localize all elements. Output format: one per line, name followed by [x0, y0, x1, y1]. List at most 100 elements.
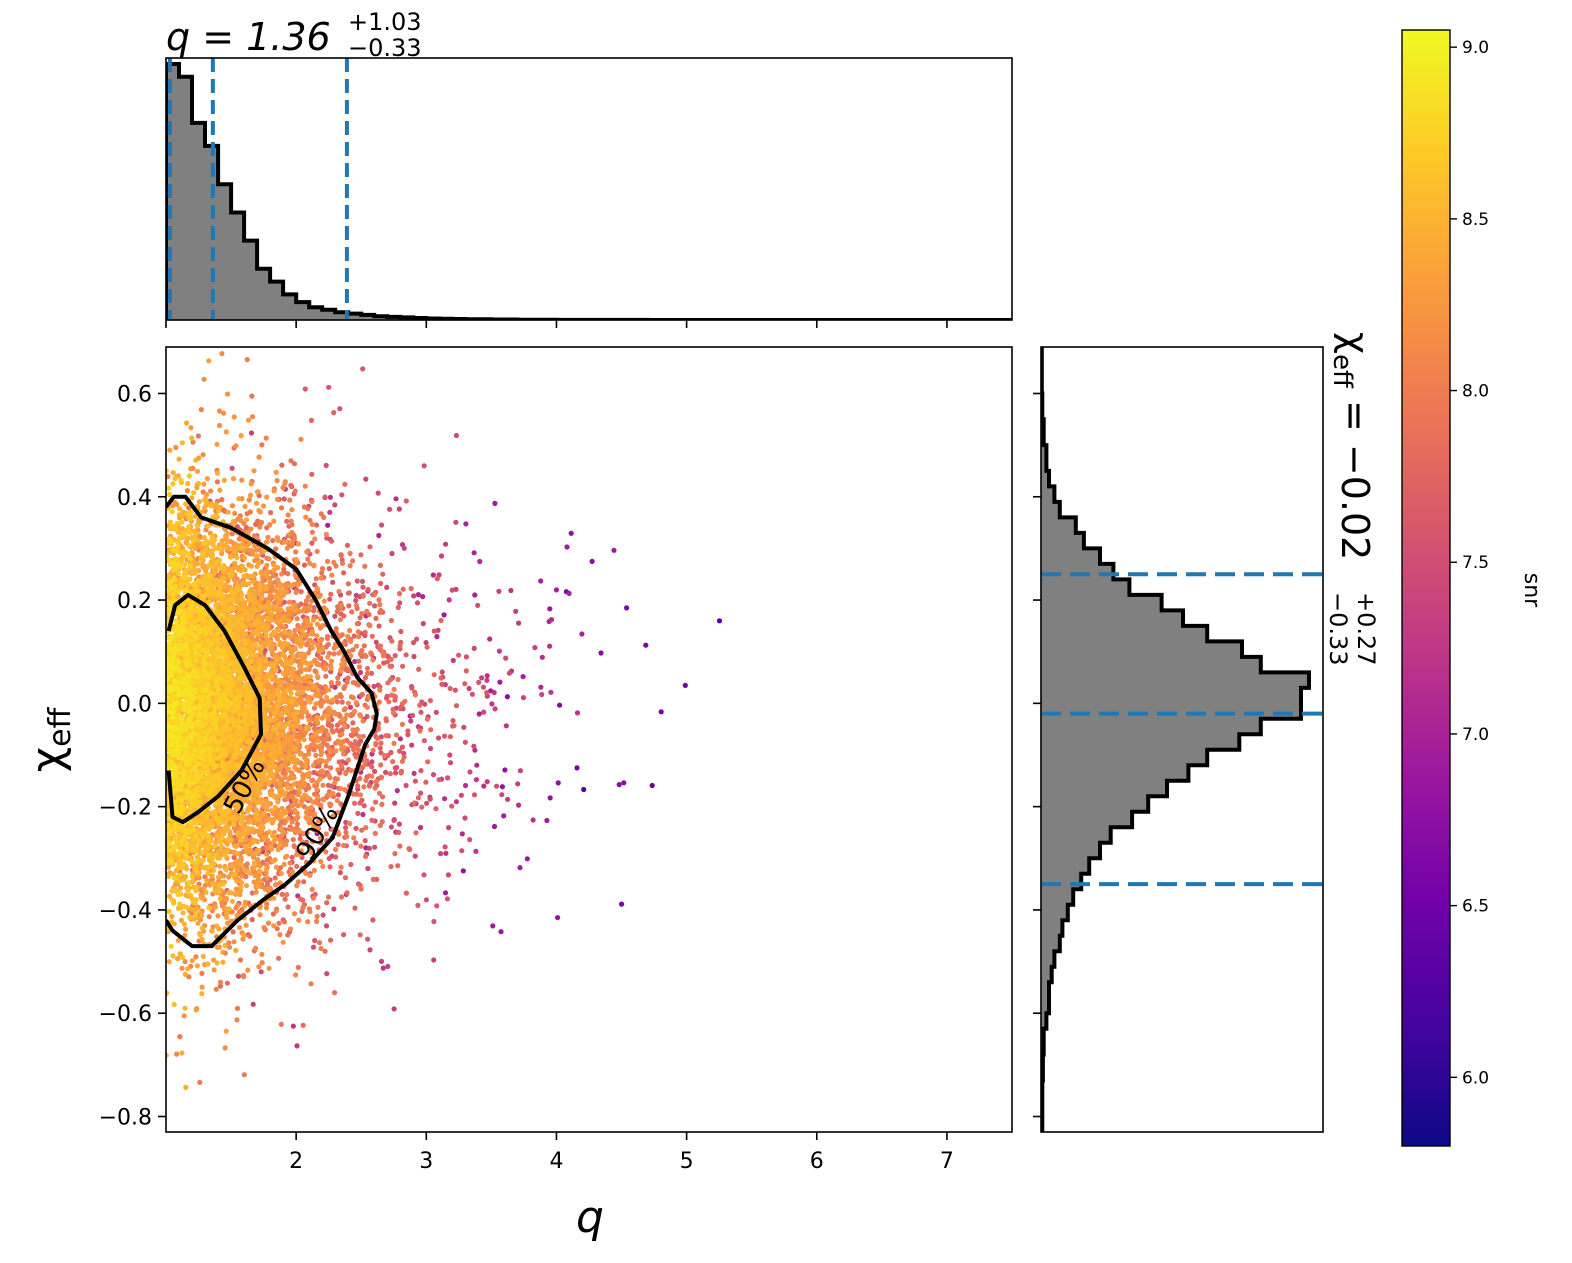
scatter-point: [323, 923, 330, 929]
scatter-point: [334, 776, 340, 782]
scatter-point: [355, 629, 361, 635]
scatter-point: [299, 698, 305, 704]
scatter-point: [314, 621, 320, 627]
scatter-point: [282, 739, 288, 745]
scatter-point: [264, 494, 270, 500]
scatter-point: [353, 791, 360, 797]
scatter-point: [181, 1013, 187, 1019]
scatter-point: [441, 612, 447, 618]
scatter-point: [280, 770, 286, 776]
scatter-point: [284, 892, 290, 898]
scatter-point: [193, 954, 199, 960]
scatter-point: [247, 933, 253, 939]
scatter-point: [424, 716, 430, 722]
scatter-point: [341, 707, 347, 713]
scatter-point: [352, 800, 358, 806]
scatter-point: [453, 519, 459, 525]
scatter-point: [271, 518, 277, 524]
scatter-point: [338, 552, 344, 559]
scatter-point: [234, 1017, 240, 1023]
scatter-point: [253, 535, 260, 541]
scatter-point: [385, 963, 391, 970]
scatter-point: [216, 422, 223, 429]
scatter-point: [308, 981, 314, 987]
scatter-point: [384, 659, 391, 665]
scatter-point: [295, 964, 301, 971]
scatter-point: [405, 728, 411, 734]
scatter-point: [166, 864, 172, 870]
scatter-point: [411, 770, 417, 777]
scatter-point: [204, 476, 210, 482]
scatter-point: [616, 782, 622, 788]
scatter-point: [352, 708, 358, 714]
scatter-point: [314, 522, 320, 528]
scatter-point: [333, 846, 339, 853]
scatter-point: [403, 890, 409, 896]
scatter-point: [391, 817, 397, 823]
scatter-point: [621, 780, 627, 786]
scatter-point: [302, 792, 308, 798]
scatter-point: [330, 579, 336, 585]
scatter-point: [431, 918, 437, 925]
scatter-point: [288, 482, 294, 488]
scatter-point: [342, 683, 348, 690]
scatter-point: [400, 586, 406, 592]
scatter-point: [347, 563, 353, 569]
scatter-point: [343, 770, 349, 777]
scatter-point: [325, 894, 332, 900]
scatter-point: [469, 691, 475, 697]
scatter-point: [369, 759, 375, 765]
scatter-point: [309, 886, 315, 893]
scatter-point: [312, 692, 318, 698]
scatter-point: [378, 740, 384, 746]
scatter-point: [428, 727, 434, 733]
scatter-point: [307, 909, 313, 915]
scatter-point: [309, 734, 315, 740]
scatter-point: [293, 701, 300, 708]
scatter-point: [492, 706, 498, 712]
scatter-point: [289, 539, 295, 546]
scatter-point: [401, 545, 407, 551]
scatter-point: [275, 537, 281, 544]
scatter-point: [324, 971, 330, 977]
scatter-point: [544, 817, 550, 824]
scatter-point: [539, 691, 545, 698]
scatter-point: [387, 663, 393, 670]
scatter-point: [399, 721, 405, 727]
scatter-point: [291, 775, 297, 781]
scatter-point: [293, 816, 299, 822]
scatter-point: [243, 543, 249, 550]
scatter-point: [278, 607, 284, 613]
scatter-point: [348, 861, 354, 868]
scatter-point: [294, 821, 300, 827]
scatter-point: [442, 796, 448, 802]
scatter-point: [298, 652, 304, 658]
scatter-point: [314, 717, 320, 723]
scatter-point: [251, 468, 257, 474]
scatter-point: [347, 627, 353, 634]
scatter-point: [308, 805, 314, 811]
scatter-point: [216, 944, 222, 950]
top-histogram-frame: [165, 57, 1013, 321]
scatter-point: [166, 959, 172, 965]
scatter-point: [285, 815, 291, 822]
scatter-point: [269, 611, 275, 617]
scatter-point: [311, 562, 317, 569]
scatter-point: [294, 616, 300, 622]
scatter-point: [348, 767, 354, 774]
scatter-point: [323, 694, 330, 701]
scatter-point: [298, 896, 304, 902]
scatter-point: [320, 797, 327, 803]
scatter-point: [312, 811, 318, 818]
scatter-point: [251, 543, 258, 549]
scatter-point: [334, 699, 340, 705]
scatter-point: [462, 739, 468, 745]
scatter-point: [264, 759, 270, 765]
scatter-point: [335, 767, 341, 773]
scatter-point: [221, 410, 227, 416]
scatter-point: [340, 751, 347, 757]
scatter-point: [311, 824, 317, 830]
scatter-point: [293, 549, 299, 555]
scatter-point: [277, 932, 283, 938]
